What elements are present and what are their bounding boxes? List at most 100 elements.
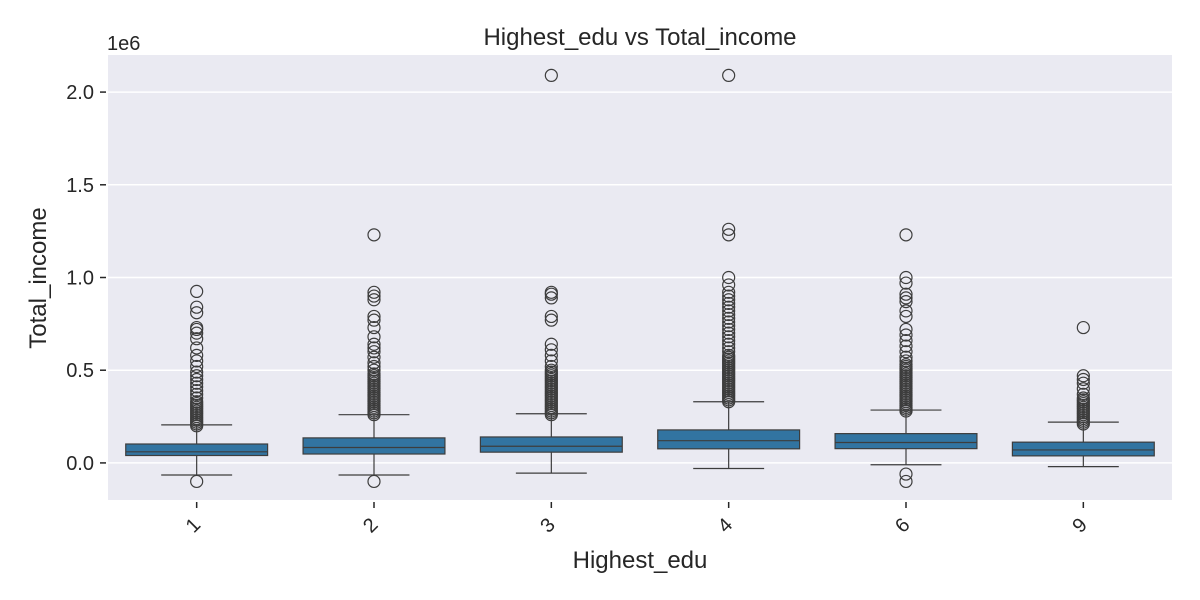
outlier-point (190, 332, 204, 346)
box-iqr (479, 436, 623, 453)
outlier-point (722, 296, 736, 311)
outlier-point (899, 350, 913, 364)
x-tick-label: 6 (891, 514, 914, 537)
y-ticks: 0.0 0.5 1.0 1.5 2.0 (66, 82, 106, 475)
box-group-3 (479, 68, 623, 474)
outlier-point (190, 320, 204, 335)
outlier-point (722, 345, 736, 359)
y-tick-label: 0.5 (66, 360, 94, 382)
outlier-point (190, 387, 204, 401)
outlier-point (722, 222, 736, 236)
outlier-point (722, 300, 736, 314)
outlier-point (722, 228, 736, 242)
outlier-point (899, 339, 913, 353)
outlier-point (722, 289, 736, 303)
outlier-point (190, 284, 204, 299)
outlier-point (722, 341, 736, 355)
box-group-4 (657, 68, 801, 470)
outlier-point (367, 367, 381, 381)
outlier-point (190, 300, 204, 314)
outlier-point (190, 391, 204, 405)
outlier-point (722, 326, 736, 340)
outlier-point (367, 289, 381, 303)
x-ticks: 1 2 3 4 6 9 (182, 502, 1092, 537)
outlier-point (367, 285, 381, 299)
outlier-point (544, 348, 558, 362)
y-axis-label: Total_income (25, 207, 52, 348)
outlier-point (190, 326, 204, 340)
outlier-point (722, 330, 736, 344)
x-tick-label: 9 (1068, 514, 1091, 537)
outlier-point (722, 307, 736, 322)
outlier-point (367, 337, 381, 351)
outlier-point (190, 376, 204, 390)
x-tick-label: 3 (536, 514, 559, 537)
outlier-point (190, 474, 204, 489)
outlier-point (1076, 387, 1090, 401)
outlier-point (544, 309, 558, 324)
chart-title: Highest_edu vs Total_income (483, 24, 796, 51)
outlier-point (544, 291, 558, 305)
outlier-point (367, 313, 381, 327)
outlier-point (899, 291, 913, 305)
outlier-point (367, 350, 381, 364)
y-offset-label: 1e6 (107, 33, 140, 55)
outlier-point (899, 354, 913, 368)
outlier-point (1076, 391, 1090, 405)
outlier-point (544, 285, 558, 299)
box-group-6 (834, 228, 978, 489)
outlier-point (899, 322, 913, 337)
outlier-point (190, 395, 204, 409)
outlier-point (722, 319, 736, 333)
outlier-point (190, 384, 204, 398)
outlier-point (190, 369, 204, 383)
box-iqr (302, 437, 446, 455)
outlier-point (367, 341, 381, 355)
box-group-1 (125, 284, 269, 489)
y-tick-label: 1.0 (66, 268, 94, 290)
outlier-point (190, 354, 204, 368)
outlier-point (190, 306, 204, 320)
outlier-point (367, 474, 381, 489)
outlier-point (544, 354, 558, 368)
outlier-point (722, 337, 736, 351)
outlier-point (722, 333, 736, 348)
outlier-point (190, 348, 204, 362)
outlier-point (722, 285, 736, 299)
outlier-point (722, 270, 736, 285)
outlier-point (899, 304, 913, 318)
x-axis-label: Highest_edu (573, 547, 708, 574)
boxes-layer (125, 68, 1155, 489)
outlier-point (722, 278, 736, 292)
outlier-point (722, 322, 736, 337)
outlier-point (899, 276, 913, 290)
box-group-2 (302, 228, 446, 489)
outlier-point (899, 333, 913, 348)
outlier-point (899, 467, 913, 481)
outlier-point (367, 309, 381, 324)
outlier-point (367, 330, 381, 344)
y-tick-label: 0.0 (66, 453, 94, 475)
box-iqr (834, 433, 978, 450)
outlier-point (190, 380, 204, 394)
outlier-point (544, 343, 558, 357)
grid-lines (108, 91, 1172, 464)
outlier-point (544, 68, 558, 82)
outlier-point (367, 320, 381, 335)
outlier-point (367, 345, 381, 359)
x-tick-label: 2 (359, 514, 382, 537)
outlier-point (899, 474, 913, 489)
outlier-point (1076, 320, 1090, 335)
y-tick-label: 2.0 (66, 82, 94, 104)
outlier-point (899, 228, 913, 242)
outlier-point (544, 313, 558, 327)
outlier-point (544, 359, 558, 374)
outlier-point (899, 345, 913, 359)
outlier-point (722, 68, 736, 82)
outlier-point (722, 304, 736, 318)
box-iqr (1011, 441, 1155, 457)
outlier-point (544, 363, 558, 377)
box-group-9 (1011, 320, 1155, 468)
outlier-point (367, 293, 381, 307)
